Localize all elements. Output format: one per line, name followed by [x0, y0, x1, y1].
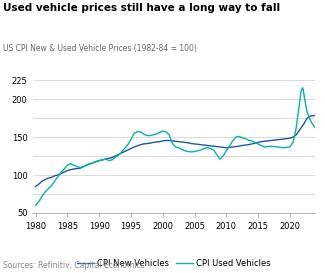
CPI Used Vehicles — [313, 126, 317, 129]
CPI New Vehicles — [69, 168, 72, 171]
Line: CPI New Vehicles: CPI New Vehicles — [36, 115, 315, 186]
CPI New Vehicles — [34, 185, 38, 188]
CPI Used Vehicles — [302, 94, 306, 97]
CPI New Vehicles — [313, 114, 317, 117]
Text: Used vehicle prices still have a long way to fall: Used vehicle prices still have a long wa… — [3, 3, 280, 13]
CPI New Vehicles — [107, 157, 111, 160]
CPI New Vehicles — [100, 158, 104, 162]
CPI Used Vehicles — [164, 130, 168, 133]
CPI Used Vehicles — [75, 165, 79, 168]
Text: US CPI New & Used Vehicle Prices (1982-84 = 100): US CPI New & Used Vehicle Prices (1982-8… — [3, 44, 197, 53]
CPI Used Vehicles — [186, 150, 190, 153]
CPI New Vehicles — [275, 138, 279, 141]
Line: CPI Used Vehicles: CPI Used Vehicles — [36, 88, 315, 205]
CPI Used Vehicles — [301, 86, 305, 90]
Text: Sources: Refinitiv, Capital Economics: Sources: Refinitiv, Capital Economics — [3, 261, 145, 270]
CPI Used Vehicles — [120, 151, 124, 154]
CPI Used Vehicles — [34, 204, 38, 207]
CPI Used Vehicles — [196, 149, 200, 152]
CPI New Vehicles — [306, 117, 309, 120]
Legend: CPI New Vehicles, CPI Used Vehicles: CPI New Vehicles, CPI Used Vehicles — [74, 255, 274, 271]
CPI New Vehicles — [307, 115, 311, 118]
